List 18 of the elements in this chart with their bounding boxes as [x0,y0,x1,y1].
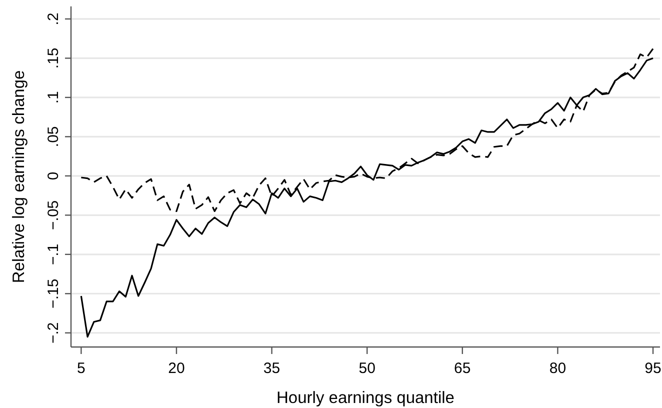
x-tick-label: 35 [263,360,280,377]
y-tick-label: −.15 [45,278,62,308]
y-axis-title: Relative log earnings change [10,70,28,284]
y-tick-label: −.05 [45,200,62,230]
y-tick-label: .2 [45,12,62,26]
y-tick-label: .1 [45,91,62,104]
x-tick-label: 80 [549,360,566,377]
x-tick-label: 20 [168,360,185,377]
y-tick-label: 0 [45,172,62,180]
x-tick-label: 50 [358,360,376,377]
x-tick-label: 65 [454,360,471,377]
y-tick-label: .05 [45,126,62,148]
x-tick-label: 5 [76,360,86,377]
y-tick-label: −.1 [45,244,62,266]
x-axis-title: Hourly earnings quantile [276,389,454,407]
x-tick-label: 95 [644,360,662,377]
y-tick-label: −.2 [45,322,62,344]
y-tick-label: .15 [45,48,62,69]
